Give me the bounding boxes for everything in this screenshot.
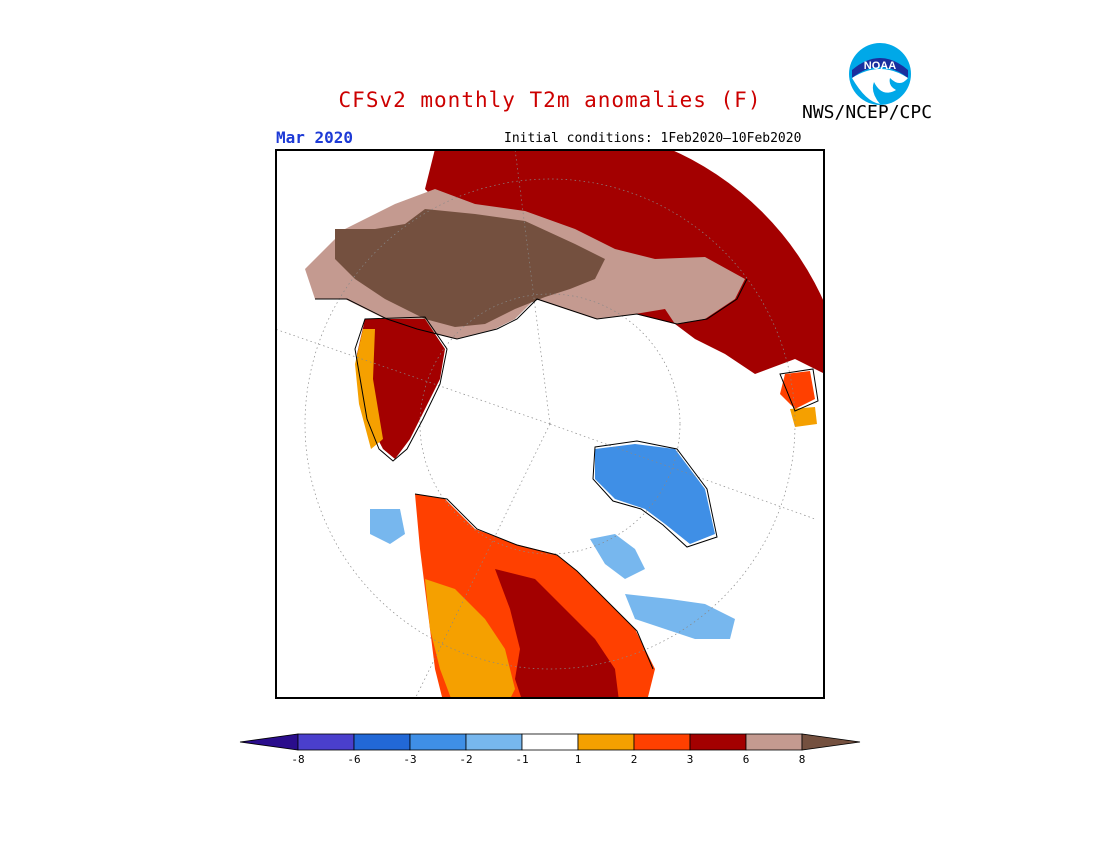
colorbar-box	[409, 733, 467, 751]
graticule	[275, 149, 816, 699]
coast-greenland	[354, 316, 448, 462]
colorbar-tick-label: -1	[515, 753, 528, 766]
colorbar-box	[689, 733, 747, 751]
colorbar-box	[521, 733, 579, 751]
region-light-cool-alaska	[370, 509, 405, 544]
noaa-logo-icon: NOAA	[849, 43, 911, 105]
coastlines	[315, 278, 819, 670]
colorbar: -8 -6 -3 -2 -1 1 2 3 6 8	[239, 733, 861, 766]
logo-gull	[852, 69, 908, 104]
colorbar-arrow-right	[801, 733, 861, 751]
region-light-cool-quebec	[625, 594, 735, 639]
region-red-orange-scandinavia	[780, 371, 815, 409]
colorbar-box	[465, 733, 523, 751]
colorbar-tick-label: 1	[575, 753, 582, 766]
graticule-meridian-1	[514, 149, 551, 425]
map-frame	[275, 149, 825, 699]
graticule-ring-outer	[304, 178, 796, 670]
colorbar-tick-label: -2	[459, 753, 472, 766]
initial-conditions-label: Initial conditions: 1Feb2020–10Feb2020	[504, 131, 802, 146]
colorbar-tick-label: 2	[631, 753, 638, 766]
colorbar-tick-label: -3	[403, 753, 416, 766]
valid-month-label: Mar 2020	[276, 128, 354, 147]
region-brown-asia	[335, 209, 605, 327]
region-orange-uk	[790, 407, 817, 427]
colorbar-tick-label: 3	[687, 753, 694, 766]
region-cool-canada	[595, 444, 715, 544]
region-light-cool-canada	[590, 534, 645, 579]
agency-label: NWS/NCEP/CPC	[802, 102, 933, 123]
colorbar-tick-label: -6	[347, 753, 360, 766]
colorbar-tick-label: 8	[799, 753, 806, 766]
colorbar-box	[297, 733, 355, 751]
graticule-meridian-3	[275, 328, 551, 425]
polar-map	[275, 149, 825, 699]
colorbar-tick-label: 6	[743, 753, 750, 766]
graticule-meridian-2	[549, 423, 816, 520]
coast-namerica	[414, 493, 654, 670]
colorbar-arrow-left	[239, 733, 299, 751]
logo-text: NOAA	[864, 60, 896, 72]
region-strong-warm-namerica	[495, 569, 620, 699]
colorbar-box	[577, 733, 635, 751]
map-title: CFSv2 monthly T2m anomalies (F)	[338, 88, 762, 112]
graticule-ring-inner	[419, 293, 681, 555]
coast-hudson-bay	[592, 440, 718, 548]
coast-scandinavia	[779, 368, 819, 412]
region-orange-namerica	[425, 579, 515, 699]
colorbar-box	[745, 733, 803, 751]
colorbar-box	[633, 733, 691, 751]
graticule-meridian-4	[414, 423, 551, 699]
colorbar-tick-label: -8	[291, 753, 304, 766]
colorbar-box	[353, 733, 411, 751]
coast-eurasia	[315, 278, 748, 340]
logo-band	[852, 58, 908, 78]
